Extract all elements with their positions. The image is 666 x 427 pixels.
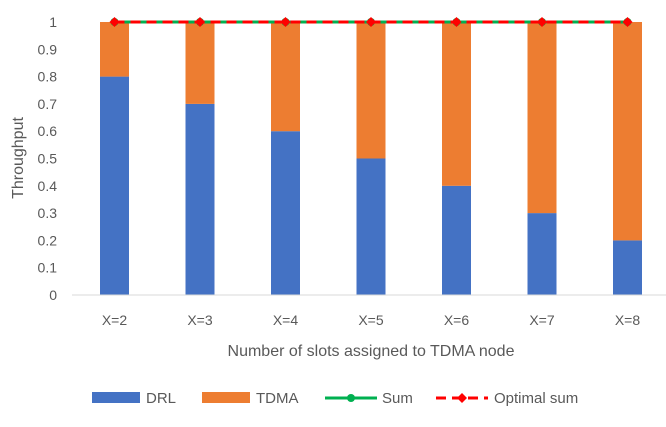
point-optimal-sum	[109, 17, 120, 27]
bar-drl	[527, 213, 557, 295]
bar-tdma	[613, 22, 642, 241]
point-optimal-sum	[195, 17, 205, 27]
y-tick-label: 0.5	[38, 151, 58, 167]
bar-drl	[613, 240, 642, 295]
point-optimal-sum	[366, 17, 376, 27]
y-tick-label: 0.1	[38, 260, 58, 276]
legend-marker-sum	[347, 394, 355, 402]
y-tick-label: 0.6	[38, 123, 58, 139]
legend-item-sum: Sum	[325, 390, 413, 407]
x-tick-label: X=6	[444, 312, 470, 328]
legend-item-tdma: TDMA	[202, 390, 299, 407]
bar-tdma	[527, 22, 557, 214]
legend-marker-optimal-sum	[457, 393, 467, 403]
point-optimal-sum	[451, 17, 462, 27]
bar-tdma	[442, 22, 471, 186]
y-tick-label: 0.9	[38, 41, 58, 57]
x-tick-labels: X=2 X=3 X=4 X=5 X=6 X=7 X=8	[102, 312, 641, 328]
x-axis-title: Number of slots assigned to TDMA node	[228, 343, 515, 360]
y-tick-label: 0.2	[38, 232, 58, 248]
x-tick-label: X=8	[615, 312, 641, 328]
x-tick-label: X=7	[529, 312, 555, 328]
legend-label-drl: DRL	[146, 390, 176, 407]
bar-tdma	[185, 22, 215, 104]
y-tick-label: 0	[49, 287, 57, 303]
legend-item-drl: DRL	[92, 390, 176, 407]
y-tick-label: 0.8	[38, 69, 58, 85]
x-tick-label: X=5	[358, 312, 384, 328]
y-tick-label: 0.3	[38, 205, 58, 221]
legend-swatch-tdma	[202, 392, 250, 403]
bar-tdma	[271, 22, 300, 132]
bar-tdma	[100, 22, 129, 77]
bar-tdma	[356, 22, 386, 159]
x-tick-label: X=4	[273, 312, 299, 328]
y-axis-title: Throughput	[10, 117, 27, 199]
legend-swatch-drl	[92, 392, 140, 403]
bar-drl	[442, 185, 471, 295]
y-tick-label: 0.4	[38, 178, 58, 194]
point-optimal-sum	[280, 17, 291, 27]
legend-label-optimal-sum: Optimal sum	[494, 390, 578, 407]
x-tick-label: X=2	[102, 312, 128, 328]
y-tick-label: 0.7	[38, 96, 58, 112]
y-tick-labels: 0 0.1 0.2 0.3 0.4 0.5 0.6 0.7 0.8 0.9 1	[38, 14, 58, 303]
lines-layer	[109, 17, 633, 27]
bar-drl	[185, 103, 215, 296]
bar-drl	[100, 76, 129, 295]
point-optimal-sum	[622, 17, 633, 27]
bar-drl	[356, 158, 386, 295]
legend-label-sum: Sum	[382, 390, 413, 407]
legend-label-tdma: TDMA	[256, 390, 299, 407]
bar-drl	[271, 131, 300, 295]
legend: DRL TDMA Sum Optimal sum	[92, 390, 578, 407]
x-tick-label: X=3	[187, 312, 213, 328]
bars-layer	[100, 22, 642, 296]
point-optimal-sum	[537, 17, 547, 27]
legend-item-optimal-sum: Optimal sum	[436, 390, 578, 407]
y-tick-label: 1	[49, 14, 57, 30]
